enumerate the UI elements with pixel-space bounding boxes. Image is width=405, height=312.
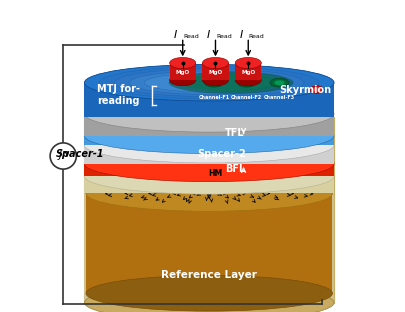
Text: $I$: $I$ [238, 28, 243, 40]
Ellipse shape [169, 57, 195, 69]
Polygon shape [84, 145, 333, 164]
Ellipse shape [84, 158, 333, 194]
Polygon shape [84, 164, 333, 176]
Text: Channel-F1: Channel-F1 [198, 95, 229, 100]
Polygon shape [234, 63, 261, 80]
Text: Skyrmion: Skyrmion [278, 85, 330, 95]
Ellipse shape [99, 67, 318, 99]
Polygon shape [84, 117, 333, 303]
Ellipse shape [274, 80, 284, 85]
Ellipse shape [234, 75, 261, 86]
Polygon shape [86, 193, 332, 293]
Polygon shape [202, 63, 228, 80]
Ellipse shape [144, 73, 273, 92]
Text: Spacer-1: Spacer-1 [55, 149, 104, 159]
Text: Read: Read [215, 34, 231, 39]
Circle shape [50, 143, 76, 169]
Ellipse shape [84, 127, 333, 163]
Ellipse shape [208, 80, 219, 85]
Ellipse shape [114, 69, 303, 96]
Text: $J$: $J$ [58, 148, 64, 162]
Ellipse shape [86, 176, 332, 211]
Ellipse shape [309, 86, 323, 93]
Text: MgO: MgO [208, 70, 222, 75]
Polygon shape [84, 83, 333, 117]
Polygon shape [326, 117, 333, 303]
Polygon shape [84, 136, 333, 145]
Ellipse shape [204, 78, 223, 87]
Ellipse shape [84, 65, 333, 101]
Polygon shape [84, 176, 333, 193]
Text: MTJ for-
reading: MTJ for- reading [97, 84, 140, 106]
Ellipse shape [241, 80, 251, 85]
Text: $I$: $I$ [205, 28, 210, 40]
Text: Spacer-2: Spacer-2 [197, 149, 245, 159]
Text: Read: Read [183, 34, 198, 39]
Text: BFL: BFL [224, 164, 245, 174]
Ellipse shape [269, 78, 288, 87]
Ellipse shape [202, 75, 228, 86]
Ellipse shape [129, 71, 288, 94]
Ellipse shape [181, 74, 280, 92]
Ellipse shape [84, 146, 333, 182]
Text: Reference Layer: Reference Layer [161, 270, 256, 280]
Ellipse shape [86, 275, 332, 311]
Ellipse shape [84, 95, 333, 132]
Text: MgO: MgO [241, 70, 255, 75]
Ellipse shape [84, 65, 333, 101]
Polygon shape [169, 63, 195, 80]
Ellipse shape [202, 57, 228, 69]
Text: Read: Read [248, 34, 264, 39]
Ellipse shape [234, 57, 261, 69]
Ellipse shape [312, 87, 320, 92]
Ellipse shape [168, 71, 293, 94]
Polygon shape [84, 117, 92, 303]
Text: HM: HM [208, 169, 222, 178]
Ellipse shape [237, 78, 256, 87]
Text: $I$: $I$ [173, 28, 178, 40]
Ellipse shape [84, 285, 333, 312]
Ellipse shape [84, 118, 333, 154]
Text: TFL: TFL [224, 128, 244, 138]
Text: Channel-F3: Channel-F3 [263, 95, 294, 100]
Polygon shape [84, 114, 333, 136]
Text: Channel-F2: Channel-F2 [230, 95, 262, 100]
Text: MgO: MgO [175, 70, 189, 75]
Ellipse shape [169, 75, 195, 86]
